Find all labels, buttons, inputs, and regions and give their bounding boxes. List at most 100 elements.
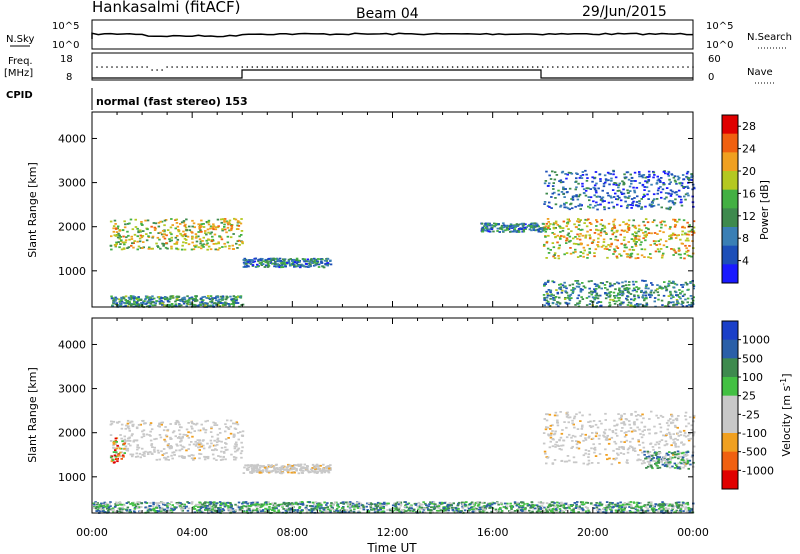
echo-cell (662, 244, 666, 247)
echo-cell (638, 235, 641, 238)
echo-cell (120, 507, 123, 510)
echo-cell (680, 198, 683, 201)
echo-cell (629, 510, 632, 513)
echo-cell (476, 501, 479, 503)
echo-cell (162, 244, 165, 247)
echo-cell (352, 505, 355, 508)
echo-cell (660, 223, 663, 226)
echo-cell (608, 295, 612, 298)
echo-cell (214, 506, 217, 508)
echo-cell (180, 221, 184, 224)
colorbar-tick-label: 24 (742, 143, 756, 156)
echo-cell (603, 227, 607, 229)
echo-cell (412, 510, 415, 512)
echo-cell (359, 502, 363, 505)
echo-cell (136, 248, 139, 251)
echo-cell (151, 236, 154, 239)
echo-cell (157, 246, 160, 249)
echo-cell (669, 293, 673, 296)
echo-cell (539, 509, 543, 511)
echo-cell (604, 178, 608, 181)
echo-cell (613, 295, 616, 297)
echo-cell (559, 231, 562, 233)
echo-cell (645, 181, 649, 183)
echo-cell (627, 301, 631, 304)
echo-cell (645, 283, 648, 286)
echo-cell (312, 465, 316, 467)
echo-cell (190, 501, 194, 503)
echo-cell (120, 437, 123, 440)
echo-cell (687, 288, 690, 291)
echo-cell (630, 505, 633, 508)
freq-point (597, 66, 599, 68)
echo-cell (599, 223, 602, 226)
echo-cell (213, 501, 216, 504)
echo-cell (646, 503, 649, 506)
echo-cell (317, 504, 321, 507)
echo-cell (272, 465, 275, 468)
echo-cell (315, 465, 318, 467)
echo-cell (544, 235, 547, 237)
echo-cell (126, 223, 130, 225)
echo-cell (612, 220, 615, 223)
echo-cell (687, 187, 690, 189)
echo-cell (614, 182, 618, 185)
echo-cell (572, 242, 576, 245)
echo-cell (238, 235, 241, 238)
echo-cell (208, 507, 211, 510)
echo-cell (648, 173, 651, 176)
echo-cell (176, 444, 179, 447)
freq-point (261, 66, 264, 68)
echo-cell (394, 502, 398, 505)
echo-cell (446, 505, 449, 508)
echo-cell (572, 251, 575, 254)
echo-cell (128, 303, 131, 306)
echo-cell (117, 504, 120, 506)
echo-cell (236, 449, 239, 452)
echo-cell (653, 300, 656, 303)
echo-cell (609, 238, 613, 240)
echo-cell (655, 224, 659, 227)
echo-cell (515, 231, 519, 233)
echo-cell (242, 472, 246, 474)
echo-cell (197, 223, 200, 226)
echo-cell (491, 501, 494, 504)
echo-cell (168, 238, 171, 240)
echo-cell (684, 193, 688, 196)
echo-cell (267, 263, 270, 265)
echo-cell (160, 421, 163, 424)
echo-cell (232, 248, 235, 250)
echo-cell (192, 443, 196, 446)
echo-cell (566, 234, 570, 236)
echo-cell (166, 455, 170, 458)
echo-cell (607, 179, 610, 182)
echo-cell (194, 423, 198, 426)
echo-cell (207, 501, 210, 504)
echo-cell (230, 225, 233, 227)
echo-cell (598, 195, 602, 198)
echo-cell (188, 225, 191, 228)
echo-cell (593, 298, 596, 301)
echo-cell (126, 447, 130, 450)
echo-cell (447, 509, 450, 512)
echo-cell (591, 176, 594, 179)
echo-cell (576, 501, 579, 503)
echo-cell (579, 242, 583, 245)
echo-cell (124, 305, 127, 307)
echo-cell (165, 435, 169, 438)
echo-cell (567, 302, 571, 305)
echo-cell (373, 503, 377, 506)
echo-cell (295, 501, 298, 504)
echo-cell (579, 233, 582, 235)
echo-cell (161, 301, 165, 304)
echo-cell (603, 208, 606, 211)
echo-cell (624, 289, 627, 291)
echo-cell (664, 240, 668, 243)
echo-cell (478, 501, 482, 504)
echo-cell (290, 471, 293, 474)
echo-cell (578, 193, 582, 196)
echo-cell (643, 504, 647, 506)
echo-cell (497, 503, 500, 506)
cpid-text: normal (fast stereo) 153 (96, 95, 248, 108)
echo-cell (260, 505, 263, 508)
